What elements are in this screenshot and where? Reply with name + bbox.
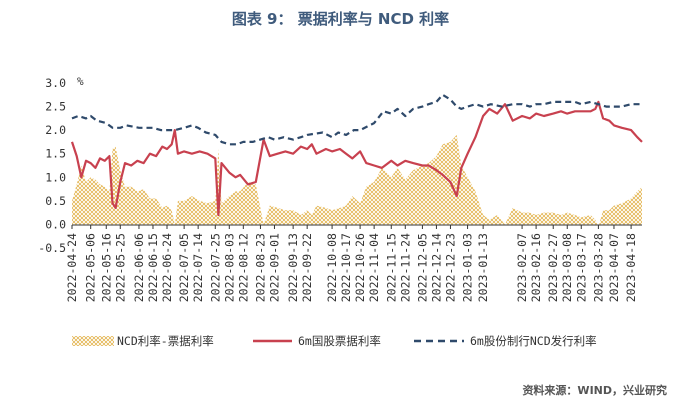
x-tick-label: 2022-10-26 bbox=[353, 233, 367, 302]
x-tick-label: 2022-07-25 bbox=[208, 233, 222, 302]
x-tick-label: 2022-06-15 bbox=[146, 233, 160, 302]
y-tick-label: 1.5 bbox=[45, 147, 66, 161]
y-tick-label: -0.5 bbox=[38, 241, 66, 255]
y-tick-label: 3.0 bbox=[45, 76, 66, 90]
x-tick-label: 2022-12-23 bbox=[443, 233, 457, 302]
bill-rate-line bbox=[70, 100, 643, 217]
legend-swatch-spread bbox=[72, 336, 114, 346]
x-tick-label: 2023-01-03 bbox=[461, 233, 475, 302]
y-tick-label: 0.0 bbox=[45, 217, 66, 231]
x-tick-label: 2022-11-24 bbox=[398, 233, 412, 302]
legend: NCD利率-票据利率 6m国股票据利率 6m股份制行NCD发行利率 bbox=[72, 334, 597, 348]
y-tick-label: 1.0 bbox=[45, 170, 66, 184]
spread-area bbox=[72, 134, 642, 227]
x-tick-label: 2022-11-15 bbox=[384, 233, 398, 302]
y-tick-label: 0.5 bbox=[45, 194, 66, 208]
x-tick-label: 2022-05-16 bbox=[99, 233, 113, 302]
x-tick-label: 2022-07-14 bbox=[191, 233, 205, 302]
x-tick-label: 2023-04-07 bbox=[607, 233, 621, 302]
x-tick-label: 2022-08-23 bbox=[253, 233, 267, 302]
x-tick-label: 2023-02-07 bbox=[515, 233, 529, 302]
x-axis: 2022-04-24 2022-05-06 2022-05-16 2022-05-25… bbox=[65, 225, 638, 302]
legend-label-ncd-rate: 6m股份制行NCD发行利率 bbox=[470, 334, 597, 348]
x-tick-label: 2022-06-24 bbox=[160, 233, 174, 302]
x-tick-label: 2022-09-13 bbox=[286, 233, 300, 302]
x-tick-label: 2022-12-14 bbox=[429, 233, 443, 302]
chart-title: 图表 9： 票据利率与 NCD 利率 bbox=[231, 10, 450, 28]
x-tick-label: 2022-08-12 bbox=[236, 233, 250, 302]
x-tick-label: 2023-03-17 bbox=[574, 233, 588, 302]
x-tick-label: 2022-12-05 bbox=[415, 233, 429, 302]
x-tick-label: 2022-05-25 bbox=[113, 233, 127, 302]
legend-label-spread: NCD利率-票据利率 bbox=[117, 334, 214, 348]
x-tick-label: 2023-04-18 bbox=[624, 233, 638, 302]
x-tick-label: 2022-10-08 bbox=[325, 233, 339, 302]
source-note: 资料来源：WIND，兴业研究 bbox=[522, 384, 667, 397]
x-tick-label: 2022-11-04 bbox=[367, 233, 381, 302]
x-tick-label: 2023-01-13 bbox=[476, 233, 490, 302]
spread-area-series bbox=[72, 134, 642, 227]
x-tick-label: 2023-02-27 bbox=[546, 233, 560, 302]
y-axis: 3.0 2.5 2.0 1.5 1.0 0.5 0.0 -0.5 bbox=[38, 76, 66, 255]
y-unit-label: % bbox=[77, 75, 84, 88]
x-tick-label: 2022-06-06 bbox=[132, 233, 146, 302]
x-tick-label: 2023-02-16 bbox=[529, 233, 543, 302]
ncd-rate-line bbox=[71, 93, 642, 146]
line-series bbox=[70, 93, 643, 217]
y-tick-label: 2.5 bbox=[45, 100, 66, 114]
x-tick-label: 2022-09-01 bbox=[268, 233, 282, 302]
legend-label-bill-rate: 6m国股票据利率 bbox=[298, 334, 381, 348]
x-tick-label: 2023-03-08 bbox=[560, 233, 574, 302]
x-tick-label: 2022-05-06 bbox=[84, 233, 98, 302]
x-tick-label: 2022-09-22 bbox=[300, 233, 314, 302]
x-tick-label: 2022-07-05 bbox=[177, 233, 191, 302]
x-tick-label: 2022-08-03 bbox=[222, 233, 236, 302]
y-tick-label: 2.0 bbox=[45, 123, 66, 137]
x-tick-label: 2022-10-17 bbox=[339, 233, 353, 302]
x-tick-label: 2023-03-28 bbox=[591, 233, 605, 302]
x-tick-label: 2022-04-24 bbox=[65, 233, 79, 302]
